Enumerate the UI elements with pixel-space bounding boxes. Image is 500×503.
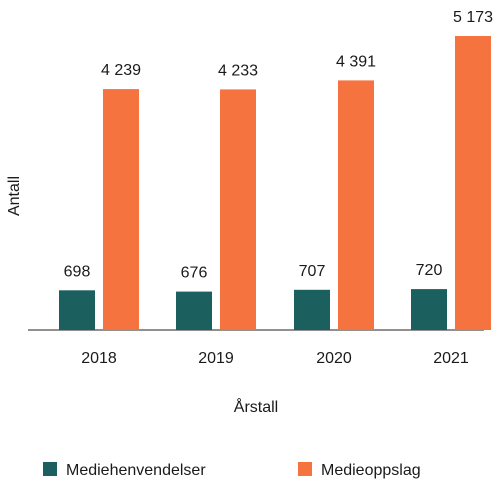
bar-mediehenvendelser-2019 (176, 291, 212, 330)
bar-label-mediehenvendelser-2018: 698 (64, 263, 91, 280)
x-tick-labels-group: 2018 2019 2020 2021 (81, 350, 469, 367)
bar-medieoppslag-2019 (220, 89, 256, 331)
x-tick-label-2021: 2021 (433, 350, 469, 367)
bar-medieoppslag-2021 (455, 36, 491, 330)
bars-group (59, 36, 491, 331)
x-tick-label-2020: 2020 (316, 350, 352, 367)
bar-label-medieoppslag-2020: 4 391 (336, 53, 376, 70)
bar-label-mediehenvendelser-2021: 720 (416, 262, 443, 279)
legend-label-mediehenvendelser: Mediehenvendelser (66, 462, 206, 479)
bar-mediehenvendelser-2018 (59, 290, 95, 330)
legend-label-medieoppslag: Medieoppslag (321, 462, 421, 479)
legend-swatch-mediehenvendelser (43, 462, 57, 476)
legend-swatch-medieoppslag (298, 462, 312, 476)
bar-mediehenvendelser-2020 (294, 289, 330, 330)
bar-label-medieoppslag-2019: 4 233 (218, 62, 258, 79)
bar-label-medieoppslag-2018: 4 239 (101, 62, 141, 79)
x-axis-title: Årstall (234, 397, 278, 416)
x-tick-label-2018: 2018 (81, 350, 117, 367)
bar-label-mediehenvendelser-2019: 676 (181, 265, 208, 282)
bar-mediehenvendelser-2021 (411, 289, 447, 330)
bar-label-medieoppslag-2021: 5 173 (453, 9, 493, 26)
bar-label-mediehenvendelser-2020: 707 (299, 263, 326, 280)
bar-medieoppslag-2020 (338, 80, 374, 331)
y-axis-title: Antall (6, 176, 23, 216)
legend: Mediehenvendelser Medieoppslag (43, 462, 421, 479)
bar-medieoppslag-2018 (103, 89, 139, 330)
x-tick-label-2019: 2019 (198, 350, 234, 367)
bar-labels-group: 698 676 707 720 4 239 4 233 4 391 5 173 (64, 9, 493, 282)
